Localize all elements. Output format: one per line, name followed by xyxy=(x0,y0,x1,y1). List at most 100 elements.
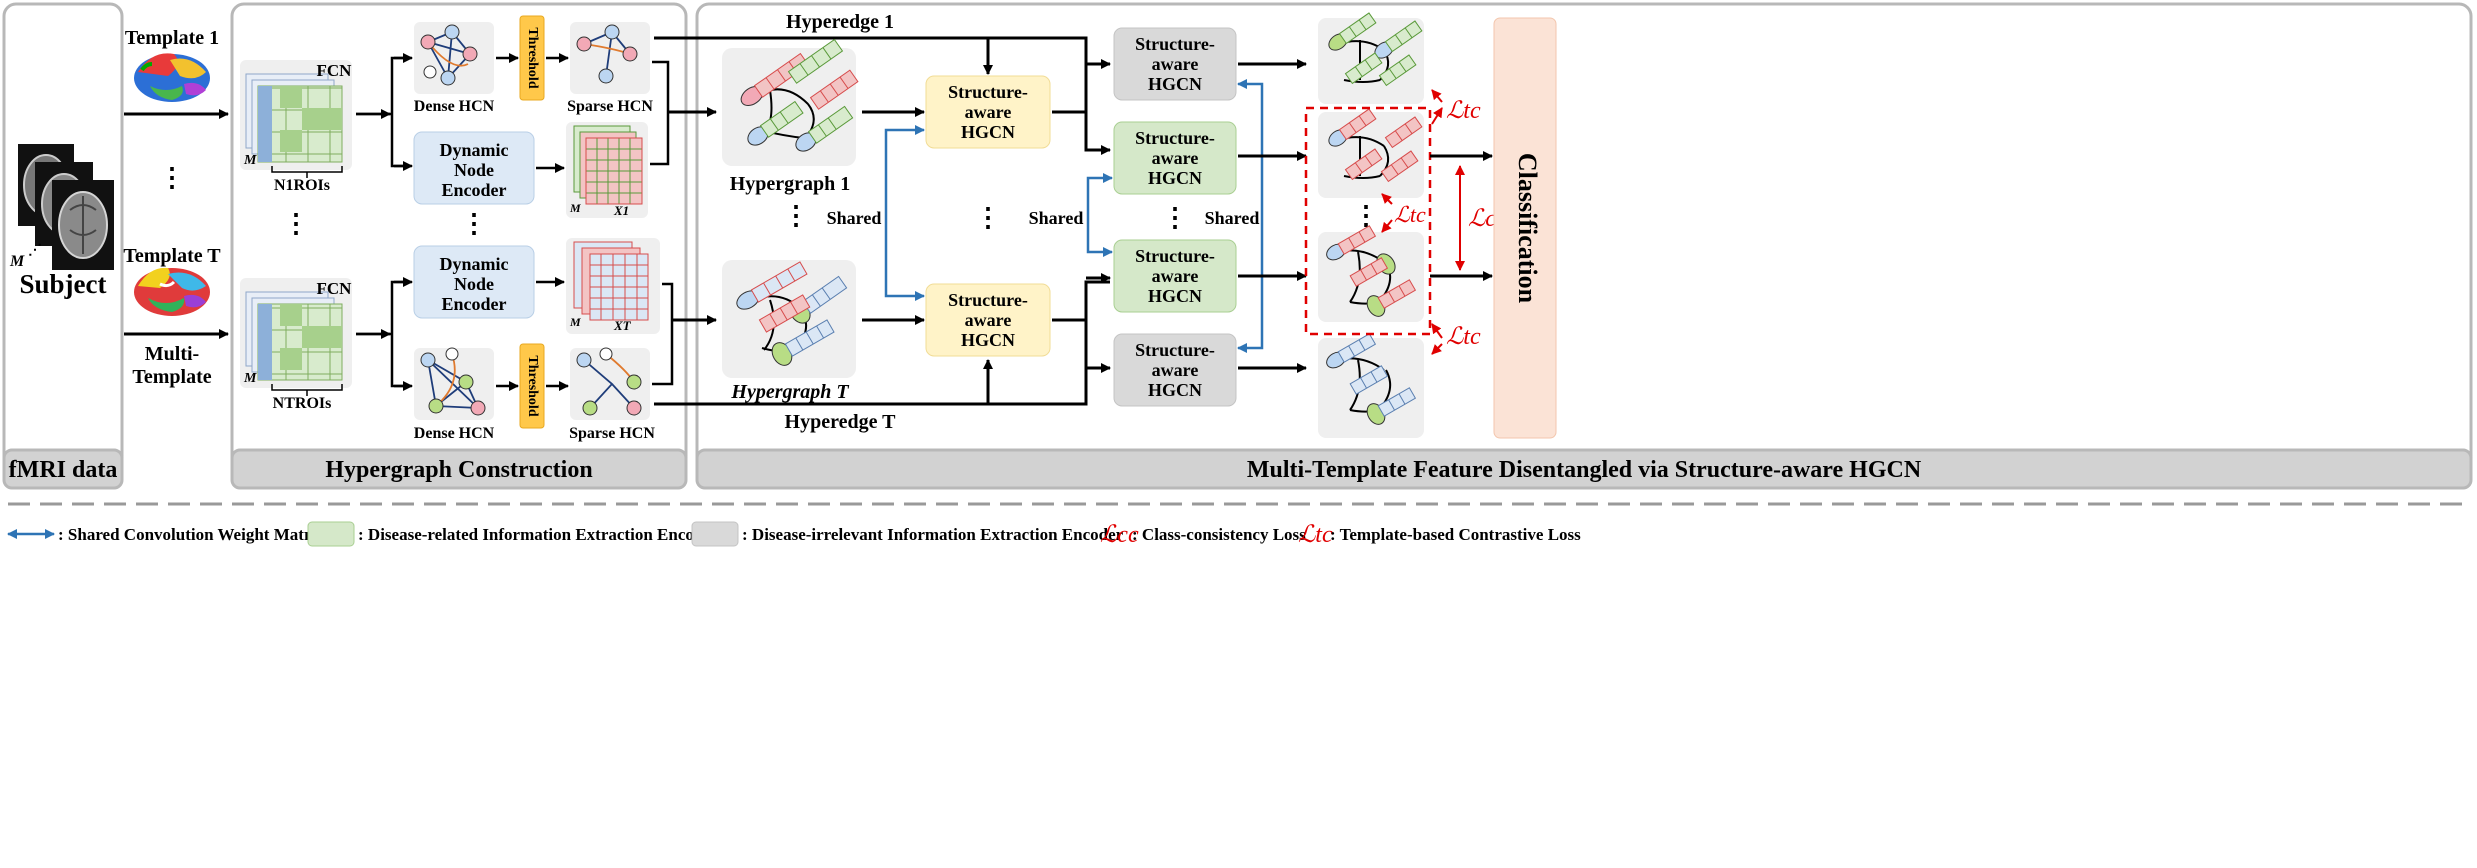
output-graph-gray-t xyxy=(1318,333,1424,438)
hypergraph-1-label: Hypergraph 1 xyxy=(730,173,851,195)
hgcn-g1-line2: aware xyxy=(1152,54,1199,74)
hgcn-y1-line2: aware xyxy=(965,102,1012,122)
dense-hcn-label-t: Dense HCN xyxy=(414,425,495,442)
subject-label: Subject xyxy=(20,269,107,299)
hgcn-grt-line3: HGCN xyxy=(1148,286,1202,306)
feature-matrix-xt xyxy=(566,238,660,334)
hgcn-yt-line3: HGCN xyxy=(961,330,1015,350)
sparse-hcn-graph-t xyxy=(570,347,650,420)
hgcn-right-ellipsis: ⋮ xyxy=(1162,203,1188,232)
fcn-label-t: FCN xyxy=(317,279,353,298)
hgcn-block-yellow-t: Structure- aware HGCN xyxy=(925,283,1051,357)
template-1-label: Template 1 xyxy=(125,27,219,49)
encodert-line3: Encoder xyxy=(442,294,507,314)
encoder1-line3: Encoder xyxy=(442,180,507,200)
encoder1-line1: Dynamic xyxy=(440,140,509,160)
encoder1-line2: Node xyxy=(454,160,494,180)
sparse-hcn-label-1: Sparse HCN xyxy=(567,98,653,115)
legend-tc-symbol: ℒtc xyxy=(1298,522,1333,548)
shared-label-left: Shared xyxy=(827,208,882,228)
tc-loss-arrow-top-2 xyxy=(1431,89,1443,103)
output-graph-ellipsis: ⋮ xyxy=(1353,201,1379,230)
hgcn-grt-line1: Structure- xyxy=(1135,246,1215,266)
hgcn-grt-line2: aware xyxy=(1152,266,1199,286)
hyperedge-1-label: Hyperedge 1 xyxy=(786,11,894,33)
threshold-box-1: Threshold xyxy=(519,15,545,101)
brain-atlas-t-icon xyxy=(134,267,210,316)
hgcn-gr1-line2: aware xyxy=(1152,148,1199,168)
tc-loss-label-mid: ℒtc xyxy=(1394,202,1426,227)
encoder-ellipsis: ⋮ xyxy=(461,209,487,238)
xt-label: XT xyxy=(613,318,632,333)
legend-disease-irrelevant: : Disease-irrelevant Information Extract… xyxy=(742,525,1124,544)
fcn-m-label-1: M xyxy=(243,153,257,168)
output-graph-gray-1 xyxy=(1318,12,1424,104)
shared-label-middle: Shared xyxy=(1029,208,1084,228)
x1-label: X1 xyxy=(613,203,629,218)
shared-arrow-right xyxy=(1237,79,1264,353)
fcn-ellipsis: ⋮ xyxy=(283,209,309,238)
x1-m-label: M xyxy=(569,201,581,215)
tc-loss-arrow-mid-1 xyxy=(1381,193,1393,205)
dense-hcn-label-1: Dense HCN xyxy=(414,98,495,115)
brain-atlas-1-icon xyxy=(134,53,210,102)
tc-loss-arrow-top-1 xyxy=(1431,107,1443,125)
subject-m-label: M xyxy=(9,253,25,270)
hgcn-block-green-t: Structure- aware HGCN xyxy=(1113,239,1237,313)
threshold-label-t: Threshold xyxy=(525,355,540,416)
shared-label-right: Shared xyxy=(1205,208,1260,228)
dynamic-node-encoder-t: Dynamic Node Encoder xyxy=(413,245,535,319)
feature-matrix-x1 xyxy=(566,122,648,218)
classification-label: Classification xyxy=(1513,153,1542,304)
sparse-hcn-label-t: Sparse HCN xyxy=(569,425,655,442)
encodert-line2: Node xyxy=(454,274,494,294)
shared-arrow-left xyxy=(884,125,925,301)
hgcn-yt-line1: Structure- xyxy=(948,290,1028,310)
n1-rois-label: N1ROIs xyxy=(274,177,330,194)
classification-box: Classification xyxy=(1493,17,1557,439)
hgcn-gr1-line1: Structure- xyxy=(1135,128,1215,148)
disease-related-group-box xyxy=(1304,106,1432,336)
fcn-m-label-t: M xyxy=(243,371,257,386)
legend-cc-symbol: ℒcc xyxy=(1100,522,1139,548)
hgcn-g1-line3: HGCN xyxy=(1148,74,1202,94)
hgcn-block-gray-t: Structure- aware HGCN xyxy=(1113,333,1237,407)
dynamic-node-encoder-1: Dynamic Node Encoder xyxy=(413,131,535,205)
legend-green-swatch xyxy=(307,521,355,547)
fcn-brace-t xyxy=(271,384,343,396)
hgcn-yt-line2: aware xyxy=(965,310,1012,330)
legend-gray-swatch xyxy=(691,521,739,547)
multi-template-label-2: Template xyxy=(132,366,211,388)
dense-hcn-graph-t xyxy=(414,347,494,420)
panel-title-fmri: fMRI data xyxy=(9,457,118,483)
threshold-box-t: Threshold xyxy=(519,343,545,429)
tc-loss-label-bottom: ℒtc xyxy=(1446,324,1481,350)
template-t-label: Template T xyxy=(123,245,221,267)
join-lines-t xyxy=(652,282,674,386)
hgcn-gt-line3: HGCN xyxy=(1148,380,1202,400)
legend-shared-weight: : Shared Convolution Weight Matrix xyxy=(58,525,325,544)
output-graph-green-1 xyxy=(1318,108,1424,198)
hgcn-gt-line2: aware xyxy=(1152,360,1199,380)
legend-disease-related: : Disease-related Information Extraction… xyxy=(358,525,719,544)
template-ellipsis: ⋮ xyxy=(159,163,185,192)
hgcn-g1-line1: Structure- xyxy=(1135,34,1215,54)
dense-hcn-graph-1 xyxy=(414,22,494,94)
hgcn-y1-line1: Structure- xyxy=(948,82,1028,102)
hyperedge-t-line xyxy=(654,280,1110,406)
nt-rois-label: NTROIs xyxy=(273,395,332,412)
hgcn-gt-line1: Structure- xyxy=(1135,340,1215,360)
hgcn-block-yellow-1: Structure- aware HGCN xyxy=(925,75,1051,149)
tc-loss-arrow-bottom-1 xyxy=(1431,323,1443,339)
xt-m-label: M xyxy=(569,315,581,329)
hgcn-y1-line3: HGCN xyxy=(961,122,1015,142)
tc-loss-arrow-bottom-2 xyxy=(1431,343,1443,355)
brain-scan-stack xyxy=(18,144,114,270)
hgcn-block-green-1: Structure- aware HGCN xyxy=(1113,121,1237,195)
hypergraph-t-label: Hypergraph T xyxy=(730,381,849,403)
legend-tc-loss: : Template-based Contrastive Loss xyxy=(1330,525,1581,544)
hgcn-gr1-line3: HGCN xyxy=(1148,168,1202,188)
tc-loss-label-top: ℒtc xyxy=(1446,98,1481,124)
legend-cc-loss: : Class-consistency Loss xyxy=(1132,525,1306,544)
fcn-label-1: FCN xyxy=(317,61,353,80)
